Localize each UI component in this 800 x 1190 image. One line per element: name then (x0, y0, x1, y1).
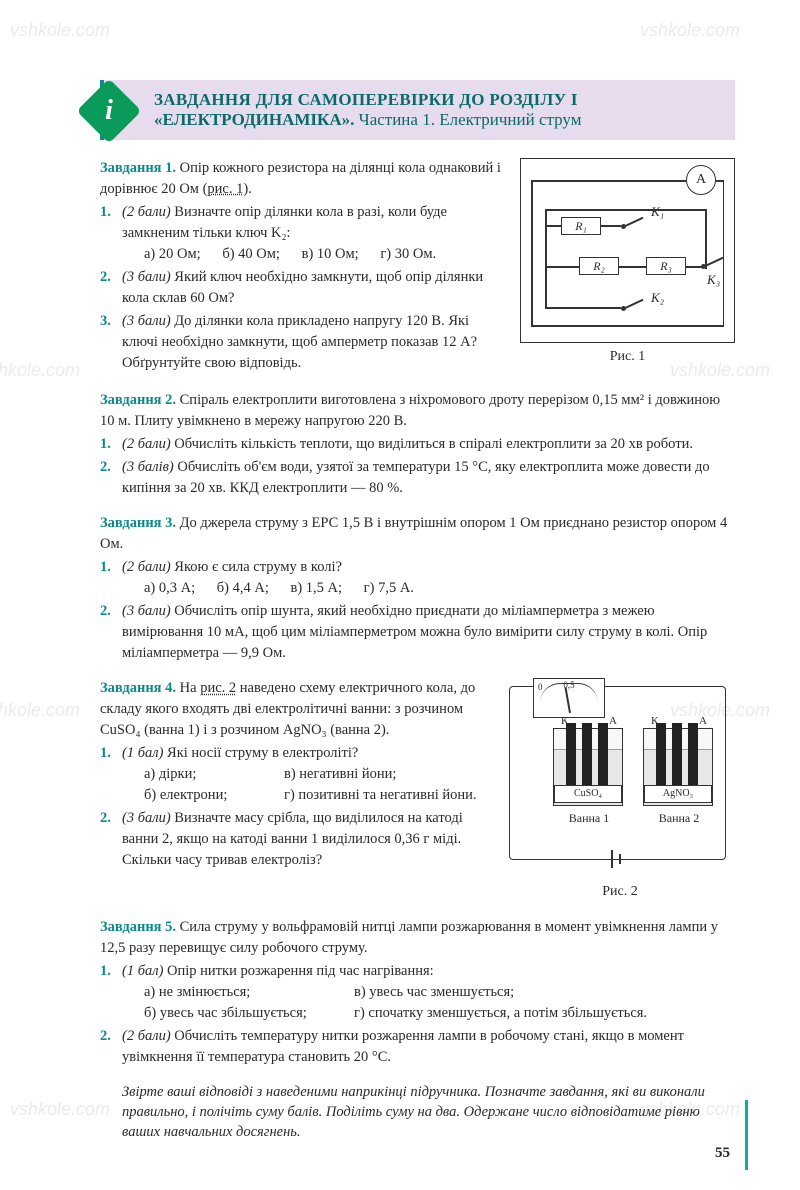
circuit-2-diagram: 0 0,5 К А К А CuSO₄ AgNO₃ Ванна 1 Ванна … (505, 678, 730, 878)
task-2: Завдання 2. Спіраль електроплити виготов… (100, 390, 735, 499)
task-4-head: Завдання 4. (100, 680, 176, 696)
task-1: Завдання 1. Опір кожного резистора на ді… (100, 158, 735, 376)
task-4-sub-2: 2.(3 бали) Визначте масу срібла, що виді… (100, 808, 491, 871)
bath-1-label: Ванна 1 (549, 810, 629, 827)
ammeter-icon: A (686, 165, 716, 195)
task-1-sub-2: 2. (3 бали) Який ключ необхідно замкнути… (100, 267, 506, 309)
resistor-r1: R₁ (561, 217, 601, 235)
task-5-sub-1: 1.(1 бал) Опір нитки розжарення під час … (100, 961, 735, 1024)
t5s1-opt-d: г) спочатку зменшується, а потім збільшу… (354, 1003, 647, 1024)
t3s1-opt-a: а) 0,3 А; (144, 578, 195, 599)
circuit-1-diagram: A R₁ R₂ R₃ K₁ K₂ K₃ (520, 158, 735, 343)
t4s1-opt-b: б) електрони; (144, 785, 284, 806)
task-3-intro: До джерела струму з ЕРС 1,5 В і внутрішн… (100, 515, 727, 552)
t4s1-opt-a: а) дірки; (144, 764, 284, 785)
battery-icon (603, 850, 633, 868)
figure-2: 0 0,5 К А К А CuSO₄ AgNO₃ Ванна 1 Ванна … (505, 678, 735, 902)
side-rule-decoration (745, 1100, 748, 1170)
footer-note: Звірте ваші відповіді з наведеними напри… (100, 1082, 735, 1143)
figure-1: A R₁ R₂ R₃ K₁ K₂ K₃ (520, 158, 735, 367)
switch-k1-icon (621, 217, 647, 229)
galvanometer-icon: 0 0,5 (533, 678, 605, 718)
t1s1-opt-d: г) 30 Ом. (380, 244, 436, 265)
t1s1-opt-b: б) 40 Ом; (222, 244, 280, 265)
task-1-head: Завдання 1. (100, 160, 176, 176)
task-5-intro: Сила струму у вольфрамовій нитці лампи р… (100, 919, 718, 956)
label-k1: K₁ (651, 203, 664, 222)
header-title-line1: ЗАВДАННЯ ДЛЯ САМОПЕРЕВІРКИ ДО РОЗДІЛУ I (154, 90, 721, 110)
task-2-head: Завдання 2. (100, 392, 176, 408)
t5s1-opt-a: а) не змінюється; (144, 982, 354, 1003)
figure-1-caption: Рис. 1 (520, 347, 735, 367)
task-4: Завдання 4. На рис. 2 наведено схему еле… (100, 678, 735, 902)
fig2-ref: рис. 2 (200, 680, 236, 696)
t5s1-opt-c: в) увесь час зменшується; (354, 982, 514, 1003)
task-5-sub-2: 2.(2 бали) Обчисліть температуру нитки р… (100, 1026, 735, 1068)
header-title-line2: «ЕЛЕКТРОДИНАМІКА». Частина 1. Електрични… (154, 110, 721, 130)
bath-2: AgNO₃ (643, 728, 713, 806)
figure-2-caption: Рис. 2 (505, 882, 735, 902)
task-2-sub-2: 2.(3 балів) Обчисліть об'єм води, узятої… (100, 457, 735, 499)
task-3-head: Завдання 3. (100, 515, 176, 531)
section-header: i ЗАВДАННЯ ДЛЯ САМОПЕРЕВІРКИ ДО РОЗДІЛУ … (100, 80, 735, 140)
task-2-sub-1: 1.(2 бали) Обчисліть кількість теплоти, … (100, 434, 735, 455)
task-5: Завдання 5. Сила струму у вольфрамовій н… (100, 917, 735, 1068)
fig1-ref: рис. 1 (207, 181, 243, 197)
task-5-head: Завдання 5. (100, 919, 176, 935)
t4s1-opt-d: г) позитивні та негативні йони. (284, 785, 477, 806)
t3s1-opt-d: г) 7,5 А. (364, 578, 414, 599)
t1s1-opt-a: а) 20 Ом; (144, 244, 201, 265)
label-k2: K₂ (651, 289, 664, 308)
t5s1-opt-b: б) увесь час збільшується; (144, 1003, 354, 1024)
t1s1-opt-c: в) 10 Ом; (302, 244, 359, 265)
task-2-intro: Спіраль електроплити виготовлена з ніхро… (100, 392, 720, 429)
info-icon: i (76, 78, 141, 143)
bath-1: CuSO₄ (553, 728, 623, 806)
switch-k2-icon (621, 299, 647, 311)
task-1-sub-1: 1. (2 бали) Визначте опір ділянки кола в… (100, 202, 506, 265)
task-4-sub-1: 1.(1 бал) Які носії струму в електроліті… (100, 743, 491, 806)
task-3: Завдання 3. До джерела струму з ЕРС 1,5 … (100, 513, 735, 664)
t3s1-opt-b: б) 4,4 А; (217, 578, 269, 599)
label-k3: K₃ (707, 271, 720, 290)
t3s1-opt-c: в) 1,5 А; (290, 578, 342, 599)
page-number: 55 (715, 1145, 730, 1162)
page-content: i ЗАВДАННЯ ДЛЯ САМОПЕРЕВІРКИ ДО РОЗДІЛУ … (0, 0, 800, 1183)
resistor-r3: R₃ (646, 257, 686, 275)
t4s1-opt-c: в) негативні йони; (284, 764, 396, 785)
task-3-sub-2: 2.(3 бали) Обчисліть опір шунта, який не… (100, 601, 735, 664)
task-1-sub-3: 3. (3 бали) До ділянки кола прикладено н… (100, 311, 506, 374)
bath-2-label: Ванна 2 (639, 810, 719, 827)
resistor-r2: R₂ (579, 257, 619, 275)
task-3-sub-1: 1.(2 бали) Якою є сила струму в колі? а)… (100, 557, 735, 599)
